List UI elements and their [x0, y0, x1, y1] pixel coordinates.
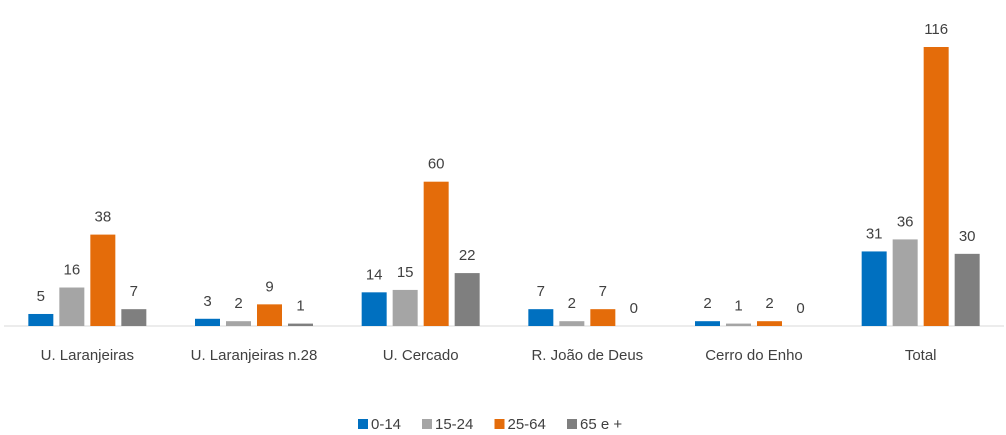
- bar: [257, 304, 282, 326]
- bar: [361, 292, 387, 326]
- legend-label: 0-14: [371, 416, 401, 433]
- legend-label: 25-64: [508, 416, 546, 433]
- data-label: 31: [866, 225, 883, 242]
- data-label: 7: [599, 283, 607, 300]
- data-label: 2: [765, 295, 773, 312]
- bar: [392, 289, 418, 326]
- data-label: 36: [897, 213, 914, 230]
- bar: [226, 321, 251, 326]
- data-label: 14: [366, 266, 383, 283]
- x-tick-label: R. João de Deus: [531, 347, 643, 364]
- bar: [28, 313, 54, 326]
- data-label: 0: [630, 300, 638, 317]
- data-label: 7: [537, 283, 545, 300]
- x-tick-label: Cerro do Enho: [705, 347, 803, 364]
- bar: [528, 309, 554, 326]
- x-tick-label: U. Laranjeiras: [41, 347, 134, 364]
- data-label: 5: [37, 288, 45, 305]
- data-label: 1: [734, 298, 742, 315]
- bar: [695, 321, 720, 326]
- bar: [90, 234, 116, 326]
- data-label: 30: [959, 228, 976, 245]
- bar: [757, 321, 782, 326]
- bar: [559, 321, 585, 326]
- data-label: 16: [63, 261, 80, 278]
- legend-label: 65 e +: [580, 416, 622, 433]
- bar: [288, 323, 313, 326]
- legend-swatch: [494, 419, 505, 429]
- bar: [861, 251, 887, 326]
- data-label: 7: [130, 283, 138, 300]
- data-label: 116: [924, 21, 948, 38]
- bar: [423, 181, 449, 326]
- bar: [726, 323, 751, 326]
- x-tick-label: U. Cercado: [383, 347, 459, 364]
- bar: [590, 309, 616, 326]
- data-label: 2: [703, 295, 711, 312]
- data-label: 0: [796, 300, 804, 317]
- bar: [954, 253, 980, 326]
- legend-swatch: [358, 419, 368, 429]
- data-label: 60: [428, 156, 445, 173]
- data-label: 2: [234, 295, 242, 312]
- legend-swatch: [422, 419, 432, 429]
- bar: [59, 287, 85, 326]
- data-label: 22: [459, 247, 476, 264]
- bar: [892, 239, 918, 326]
- data-label: 15: [397, 264, 414, 281]
- legend-label: 15-24: [435, 416, 473, 433]
- data-label: 1: [296, 298, 304, 315]
- x-tick-label: U. Laranjeiras n.28: [191, 347, 318, 364]
- x-tick-label: Total: [905, 347, 937, 364]
- bar: [121, 309, 147, 326]
- data-label: 2: [568, 295, 576, 312]
- data-label: 38: [94, 209, 111, 226]
- data-label: 9: [265, 278, 273, 295]
- data-label: 3: [203, 293, 211, 310]
- legend-swatch: [567, 419, 577, 429]
- bar: [923, 47, 949, 326]
- bar: [454, 273, 480, 326]
- bar: [195, 318, 220, 326]
